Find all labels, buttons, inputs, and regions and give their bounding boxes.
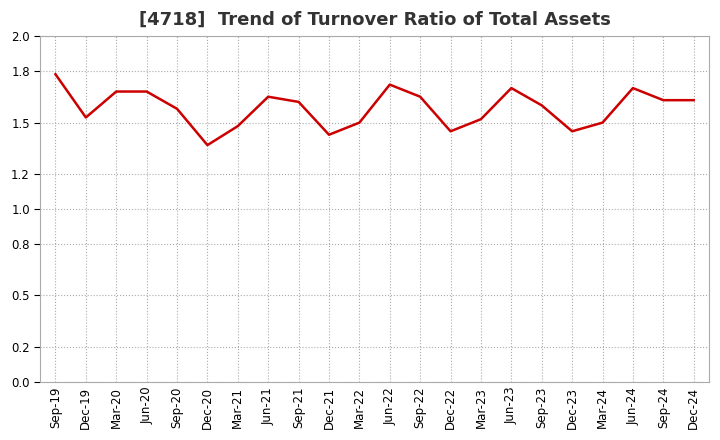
Title: [4718]  Trend of Turnover Ratio of Total Assets: [4718] Trend of Turnover Ratio of Total … <box>139 11 611 29</box>
